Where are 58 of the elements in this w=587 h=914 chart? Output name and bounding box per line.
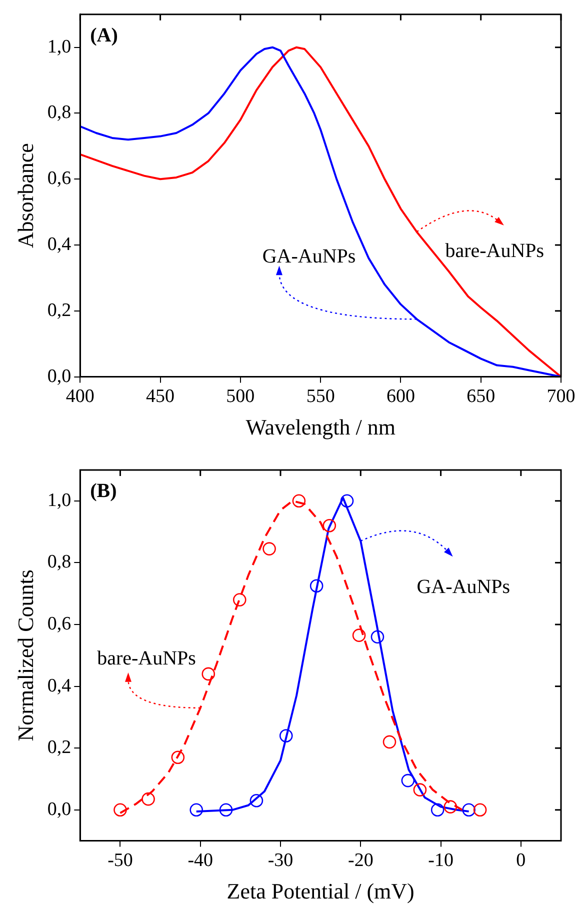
point <box>322 518 336 532</box>
point <box>250 794 264 808</box>
legend-label: GA-AuNPs <box>416 576 510 598</box>
x-tick-label: 0 <box>516 850 526 872</box>
y-tick-label: 0,6 <box>47 168 72 190</box>
x-tick-label: -40 <box>188 850 214 872</box>
point <box>202 667 216 681</box>
point <box>430 803 444 817</box>
y-tick-label: 0,8 <box>47 102 72 124</box>
point <box>382 735 396 749</box>
point <box>262 542 276 556</box>
y-tick-label: 1,0 <box>47 490 72 511</box>
point <box>219 803 233 817</box>
x-tick-label: -10 <box>428 850 454 872</box>
point <box>292 494 306 508</box>
x-tick-label: -20 <box>348 850 374 872</box>
x-tick-label: -50 <box>108 850 133 872</box>
y-tick-label: 0,0 <box>47 366 72 387</box>
point <box>232 593 246 606</box>
point <box>401 774 415 788</box>
x-tick-label: 700 <box>546 386 576 408</box>
point <box>310 579 324 593</box>
point <box>462 803 476 817</box>
point <box>444 800 458 814</box>
x-tick-label: 500 <box>226 386 255 408</box>
x-axis-title: Zeta Potential / (mV) <box>226 878 414 904</box>
x-tick-label: 400 <box>66 386 94 408</box>
point <box>114 803 127 817</box>
point <box>370 630 384 644</box>
point <box>352 628 366 642</box>
y-tick-label: 1,0 <box>47 36 72 58</box>
y-tick-label: 0,4 <box>47 675 72 696</box>
x-tick-label: 600 <box>386 386 415 408</box>
text: (B) <box>90 480 117 502</box>
y-tick-label: 0,2 <box>47 300 72 321</box>
point <box>413 783 427 796</box>
y-tick-label: 0,8 <box>47 552 72 573</box>
point <box>340 494 354 508</box>
y-tick-label: 0,4 <box>47 234 72 256</box>
point <box>142 792 155 806</box>
point <box>171 750 185 764</box>
x-tick-label: -30 <box>268 850 294 872</box>
y-tick-label: 0,6 <box>47 613 72 634</box>
x-tick-label: 450 <box>146 386 175 408</box>
y-axis-title: Normalized Counts <box>12 570 38 742</box>
point <box>190 803 204 817</box>
text: (A) <box>90 24 118 47</box>
y-tick-label: 0,2 <box>47 737 72 758</box>
x-axis-title: Wavelength / nm <box>246 414 396 440</box>
x-tick-label: 550 <box>306 386 335 408</box>
y-tick-label: 0,0 <box>47 798 72 820</box>
series-label: GA-AuNPs <box>262 245 356 268</box>
series-label: bare-AuNPs <box>445 240 544 262</box>
point <box>279 729 293 742</box>
point <box>473 803 487 817</box>
x-tick-label: 650 <box>466 386 496 408</box>
y-axis-title: Absorbance <box>12 143 38 248</box>
series-label: bare-AuNPs <box>97 647 196 670</box>
